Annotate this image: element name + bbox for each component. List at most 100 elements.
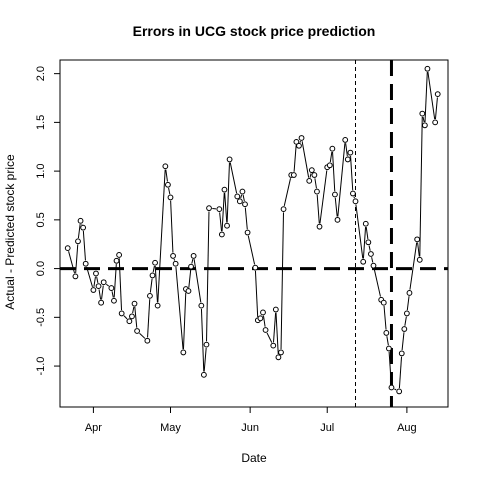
data-point: [290, 172, 297, 178]
series-segment: [368, 245, 371, 251]
data-point: [434, 91, 441, 98]
series-segment: [293, 145, 297, 172]
data-point: [362, 220, 369, 227]
data-point: [200, 371, 207, 378]
data-point: [414, 236, 421, 243]
data-point: [190, 253, 197, 259]
plot-area: -1.0 -0.5 0.0 0.5 1.0 1.5 2.0 Apr May Jun Jul Aug: [35, 59, 449, 434]
data-point: [234, 193, 241, 200]
data-point: [154, 302, 161, 309]
data-point: [368, 251, 374, 257]
series-segment: [200, 308, 205, 372]
series-segment: [101, 285, 104, 300]
x-tick-label: May: [160, 422, 181, 434]
series-segment: [417, 242, 420, 257]
series-segment: [206, 211, 210, 342]
series-segment: [134, 306, 138, 328]
series-segment: [373, 268, 381, 297]
data-point: [262, 327, 269, 333]
series-segment: [314, 178, 317, 189]
data-point: [311, 172, 318, 178]
data-point: [206, 205, 212, 212]
series-segment: [175, 266, 184, 350]
data-point: [360, 258, 367, 265]
series-segment: [362, 227, 367, 259]
series-segment: [75, 244, 79, 274]
data-point: [170, 253, 176, 259]
y-tick-label: -1.0: [35, 357, 47, 376]
data-point: [342, 137, 349, 143]
series-segment: [170, 200, 174, 253]
series-segment: [182, 292, 187, 350]
series-segment: [353, 196, 355, 199]
data-point: [203, 341, 210, 348]
x-tick-label: Jun: [241, 422, 259, 434]
series-segment: [398, 356, 403, 389]
data-point: [270, 342, 277, 349]
series-segment: [337, 143, 346, 217]
series-segment: [165, 169, 168, 182]
data-point: [280, 206, 287, 213]
series-segment: [309, 173, 312, 178]
data-point: [134, 328, 140, 334]
series-segment: [173, 258, 176, 261]
series-segment: [139, 332, 146, 339]
series-segment: [419, 116, 423, 257]
data-point: [82, 260, 89, 267]
series-segment: [283, 178, 292, 207]
series-segment: [383, 305, 387, 330]
series-segment: [424, 72, 428, 123]
data-point: [308, 167, 315, 174]
series-segment: [240, 194, 243, 199]
y-tick-label: 0.0: [35, 261, 47, 276]
data-point: [80, 224, 87, 231]
data-point: [278, 349, 284, 356]
series-segment: [188, 269, 192, 288]
data-point: [275, 354, 282, 361]
data-point: [298, 135, 305, 141]
data-point: [344, 156, 351, 163]
data-point: [108, 285, 115, 291]
data-point: [260, 309, 266, 316]
data-point: [152, 259, 158, 266]
series-segment: [388, 351, 392, 385]
series-segment: [301, 141, 310, 178]
data-point: [221, 186, 228, 193]
x-axis-label: Date: [241, 451, 267, 465]
data-point: [314, 188, 320, 195]
data-point: [95, 283, 102, 290]
series-segment: [111, 291, 114, 298]
data-point: [406, 290, 413, 296]
data-point: [131, 300, 138, 307]
data-point: [365, 239, 372, 246]
series-segment: [371, 257, 374, 263]
series-segment: [394, 388, 397, 391]
data-point: [401, 326, 408, 332]
data-point: [403, 310, 410, 317]
series-segment: [93, 276, 96, 287]
series-segment: [355, 204, 364, 259]
data-point: [370, 262, 377, 269]
series-segment: [275, 312, 279, 355]
series-segment: [82, 230, 86, 261]
x-tick-label: Jul: [320, 422, 334, 434]
series-segment: [193, 259, 202, 303]
series-segment: [345, 143, 348, 157]
data-point: [272, 306, 279, 313]
data-point: [396, 388, 403, 395]
data-point: [144, 337, 151, 344]
data-point: [113, 257, 120, 264]
series-segment: [86, 266, 93, 288]
series-segment: [98, 289, 102, 300]
series-segment: [219, 212, 223, 232]
data-point: [306, 177, 313, 184]
series-segment: [266, 332, 273, 343]
data-point: [236, 198, 243, 205]
data-point: [172, 260, 179, 267]
series-segment: [113, 264, 117, 298]
y-tick-label: -0.5: [35, 308, 47, 327]
data-point: [100, 279, 107, 286]
data-point: [316, 223, 323, 230]
data-point: [244, 229, 251, 236]
data-point: [398, 350, 405, 357]
